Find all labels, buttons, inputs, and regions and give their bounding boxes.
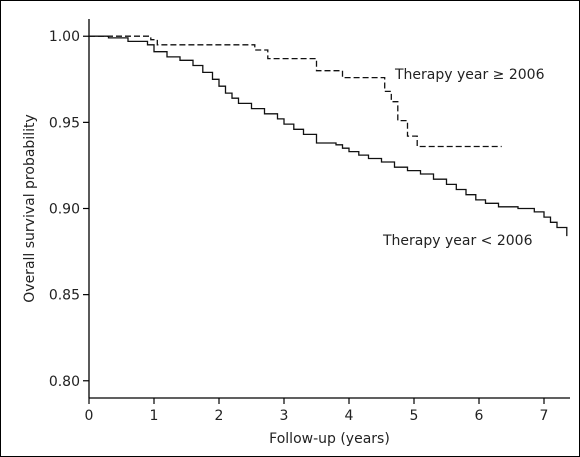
series-label-before-2006: Therapy year < 2006 bbox=[382, 233, 533, 249]
y-tick-label: 0.80 bbox=[49, 374, 80, 390]
series-label-after-2006: Therapy year ≥ 2006 bbox=[394, 67, 545, 83]
series-layer bbox=[89, 35, 568, 237]
x-tick-label: 3 bbox=[280, 408, 289, 424]
x-tick-label: 5 bbox=[410, 408, 419, 424]
x-tick-label: 7 bbox=[540, 408, 549, 424]
y-tick-label: 0.90 bbox=[49, 202, 80, 218]
y-tick-label: 1.00 bbox=[49, 29, 80, 45]
y-tick-label: 0.95 bbox=[49, 115, 80, 131]
ticks: 0 1 2 3 4 5 6 7 0.80 0.85 0.90 0.95 1.00 bbox=[49, 29, 549, 424]
x-tick-label: 6 bbox=[475, 408, 484, 424]
series-line-before-2006 bbox=[89, 35, 568, 237]
x-axis-title: Follow-up (years) bbox=[269, 431, 390, 447]
x-tick-label: 2 bbox=[215, 408, 224, 424]
x-tick-label: 1 bbox=[150, 408, 159, 424]
x-tick-label: 0 bbox=[85, 408, 94, 424]
y-tick-label: 0.85 bbox=[49, 288, 80, 304]
y-axis-title: Overall survival probability bbox=[22, 114, 38, 302]
series-line-after-2006 bbox=[89, 35, 502, 148]
x-tick-label: 4 bbox=[345, 408, 354, 424]
